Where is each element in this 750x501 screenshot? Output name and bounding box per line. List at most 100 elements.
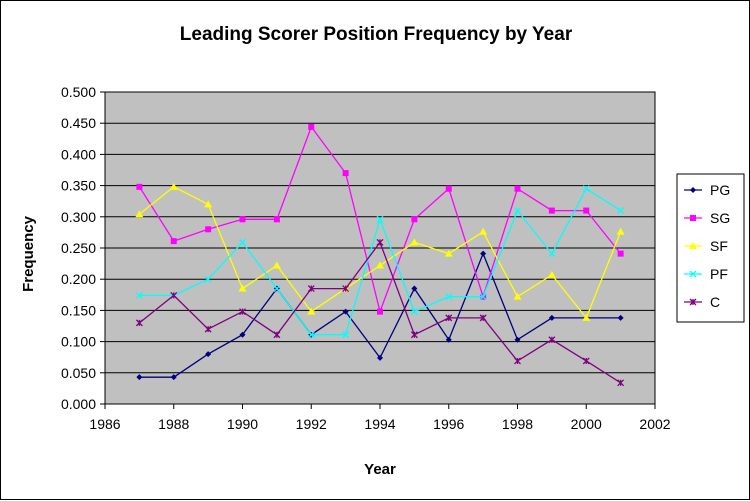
data-point-sf [410,238,419,246]
legend: PG SG SF PF C [676,173,745,323]
y-tick-label: 0.050 [61,365,96,381]
data-point-sg [170,238,177,245]
legend-label-sf: SF [710,238,728,254]
data-point-sg [377,308,383,315]
y-tick-label: 0.200 [61,271,96,287]
y-tick-label: 0.250 [61,240,96,256]
data-point-c [135,319,143,327]
data-point-sf [169,182,178,190]
data-point-pf [204,275,212,283]
data-point-pg [239,331,246,338]
legend-item-pf: PF [684,266,728,282]
data-point-pf [548,250,556,258]
data-point-sf [582,313,591,321]
y-tick-label: 0.300 [61,209,96,225]
data-point-sf [444,249,453,257]
y-tick-label: 0.000 [61,396,96,412]
data-point-sg [239,216,246,223]
data-point-c [617,379,625,387]
data-point-pf [239,238,246,246]
legend-marker-sf [689,242,697,249]
x-tick-label: 1990 [227,416,258,432]
data-point-sg [514,185,521,192]
data-point-c [307,285,315,293]
data-point-pf [514,207,521,215]
data-point-pf [445,293,453,301]
data-point-c [170,291,178,299]
data-point-sf [479,227,488,235]
data-point-c [445,314,453,322]
legend-marker-c [689,298,697,306]
data-point-pg [445,336,452,343]
x-tick-label: 2000 [571,416,602,432]
x-axis-label: Year [364,461,396,478]
legend-label-pf: PF [710,266,728,282]
data-point-sg [308,123,315,130]
data-point-sf [272,261,281,269]
y-tick-label: 0.450 [61,115,96,131]
x-tick-label: 1986 [89,416,120,432]
data-point-c [548,336,556,344]
data-point-pg [617,314,624,321]
data-point-c [514,357,521,365]
y-tick-label: 0.400 [61,146,96,162]
data-point-pf [617,207,625,215]
data-point-sf [376,261,384,269]
y-tick-label: 0.100 [61,334,96,350]
series-c [135,238,625,387]
data-point-pg [342,308,349,315]
data-point-sg [548,207,555,214]
data-point-pf [273,285,281,293]
legend-item-sf: SF [684,238,728,254]
data-point-c [273,331,281,339]
data-point-sg [342,170,349,177]
series-sf [135,182,625,321]
data-point-sg [411,216,418,223]
data-point-sf [204,200,213,208]
data-point-pg [170,374,177,381]
data-point-pg [411,285,418,292]
data-point-pf [410,308,418,316]
data-point-c [342,285,350,293]
x-tick-label: 2002 [639,416,670,432]
x-tick-label: 1992 [296,416,327,432]
data-point-sf [135,210,144,218]
data-point-c [582,357,590,365]
data-point-pg [205,351,212,358]
plot-area: 0.000 0.050 0.100 0.150 0.200 0.250 0.300 0.350… [61,84,671,432]
legend-box [676,173,745,323]
data-point-c [479,314,487,322]
y-tick-label: 0.150 [61,302,96,318]
x-tick-label: 1998 [502,416,533,432]
y-axis-label: Frequency [20,215,37,292]
legend-item-c: C [684,294,720,310]
legend-marker-sg [690,215,696,221]
legend-marker-pg [690,187,696,193]
data-point-sg [205,226,212,233]
y-tick-label: 0.500 [61,84,96,100]
data-point-pf [582,185,590,193]
data-point-pg [514,336,521,343]
legend-label-pg: PG [710,182,730,198]
data-point-pf [307,331,315,339]
data-point-c [410,331,418,339]
legend-item-pg: PG [684,182,730,198]
data-point-c [239,308,246,316]
legend-label-sg: SG [710,210,730,226]
series-sg [136,123,624,315]
data-point-pf [376,215,384,223]
data-point-pg [480,250,487,257]
x-tick-label: 1988 [158,416,189,432]
data-point-sf [547,270,556,278]
data-point-sf [238,284,247,292]
data-point-sg [273,216,280,223]
data-point-pg [548,314,555,321]
data-point-sg [617,250,624,257]
legend-label-c: C [710,294,720,310]
data-point-sf [513,292,522,300]
x-tick-label: 1994 [364,416,395,432]
data-point-sg [583,207,590,214]
x-tick-label: 1996 [433,416,464,432]
